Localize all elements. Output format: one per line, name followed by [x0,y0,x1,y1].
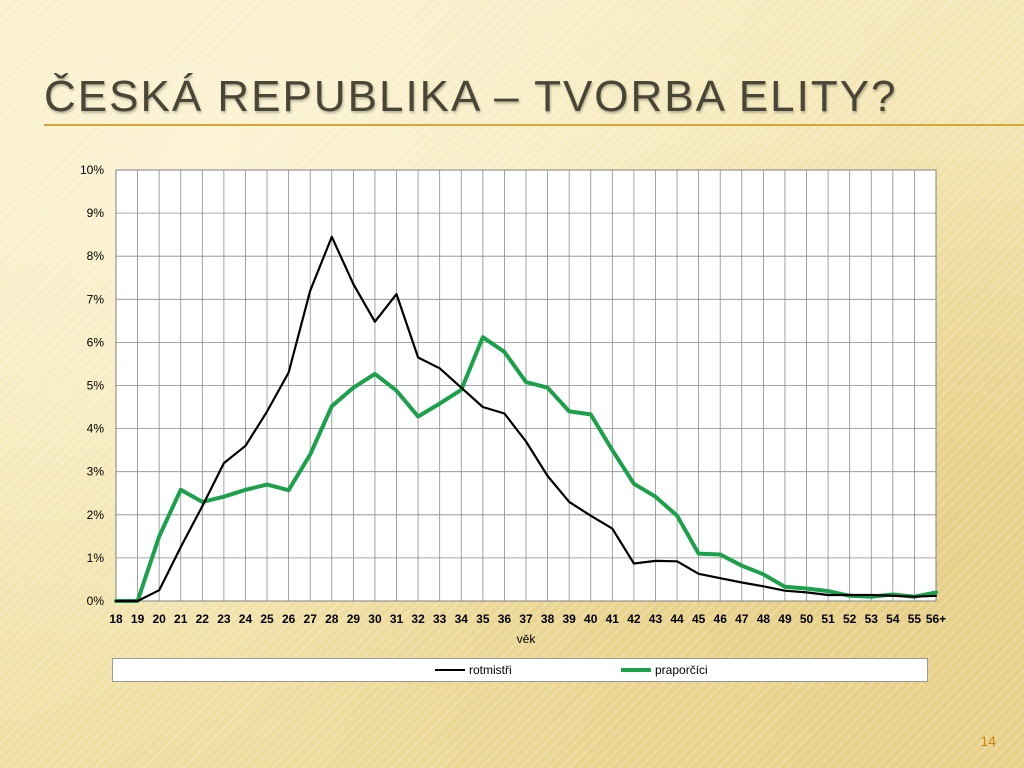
x-tick-label: 35 [476,612,490,626]
y-tick-label: 4% [87,422,105,436]
x-tick-label: 38 [541,612,555,626]
x-tick-label: 43 [649,612,663,626]
x-tick-label: 24 [239,612,253,626]
x-tick-label: 32 [411,612,425,626]
x-tick-label: 40 [584,612,598,626]
x-tick-label: 31 [390,612,404,626]
x-tick-label: 49 [778,612,792,626]
x-tick-label: 27 [304,612,318,626]
y-tick-label: 7% [87,292,105,306]
series-line-rotmistri [114,235,938,603]
legend-line-rotmistri [435,669,465,671]
y-tick-label: 1% [87,551,105,565]
x-tick-label: 51 [821,612,835,626]
x-tick-label: 19 [131,612,145,626]
x-tick-label: 42 [627,612,641,626]
x-tick-label: 54 [886,612,900,626]
y-tick-label: 0% [87,594,105,608]
x-tick-label: 22 [196,612,210,626]
x-tick-label: 26 [282,612,296,626]
chart-legend: rotmistři praporčíci [112,658,928,682]
x-tick-label: 45 [692,612,706,626]
y-tick-label: 3% [87,465,105,479]
x-tick-label: 47 [735,612,749,626]
x-tick-label: 33 [433,612,447,626]
page-number: 14 [980,733,996,749]
x-axis-title: věk [517,632,537,646]
x-tick-label: 48 [757,612,771,626]
title-underline [44,124,1024,126]
legend-label-rotmistri: rotmistři [469,663,512,677]
x-tick-label: 34 [455,612,469,626]
x-tick-label: 18 [109,612,123,626]
x-tick-label: 44 [670,612,684,626]
legend-label-praporcici: praporčíci [655,663,708,677]
legend-line-praporcici [621,668,651,672]
x-tick-label: 50 [800,612,814,626]
x-tick-label: 37 [519,612,533,626]
y-tick-label: 2% [87,508,105,522]
y-tick-label: 5% [87,379,105,393]
x-tick-label: 20 [152,612,166,626]
x-tick-label: 46 [714,612,728,626]
x-tick-label: 55 [908,612,922,626]
slide-title: ČESKÁ REPUBLIKA – TVORBA ELITY? [44,72,898,121]
x-tick-label: 52 [843,612,857,626]
x-tick-label: 36 [498,612,512,626]
x-tick-label: 39 [562,612,576,626]
y-tick-label: 6% [87,335,105,349]
legend-item-rotmistri: rotmistři [435,663,512,677]
x-tick-label: 29 [347,612,361,626]
x-tick-label: 41 [606,612,620,626]
x-tick-label: 56+ [926,612,946,626]
y-tick-label: 8% [87,249,105,263]
x-tick-label: 23 [217,612,231,626]
x-tick-label: 53 [865,612,879,626]
x-tick-label: 21 [174,612,188,626]
y-tick-label: 9% [87,206,105,220]
legend-item-praporcici: praporčíci [621,663,708,677]
x-tick-label: 28 [325,612,339,626]
x-tick-label: 30 [368,612,382,626]
y-tick-label: 10% [80,163,104,177]
x-tick-label: 25 [260,612,274,626]
series-line-praporcici [114,335,938,603]
